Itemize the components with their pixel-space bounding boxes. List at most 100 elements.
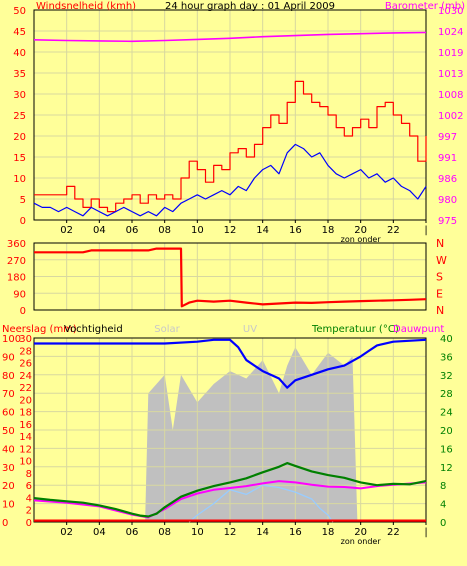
- rain-ytick-label: 22: [19, 383, 32, 394]
- wind-ytick-label: 25: [13, 111, 26, 122]
- compass-ytick-label: E: [436, 287, 443, 300]
- humidity-ytick-label: 60: [2, 408, 15, 419]
- wind-panel-xtick-label: 14: [256, 225, 269, 236]
- rain-ytick-label: 28: [19, 346, 32, 357]
- compass-ytick-label: N: [436, 304, 444, 317]
- wind-panel-xtick-label: 08: [158, 225, 171, 236]
- direction-ytick-label: 90: [13, 289, 26, 300]
- rain-ytick-label: 10: [19, 457, 32, 468]
- rain-ytick-label: 8: [26, 469, 32, 480]
- barometer-ytick-label: 1013: [438, 69, 463, 80]
- barometer-ytick-label: 986: [438, 174, 457, 185]
- temperature-ytick-label: 40: [440, 334, 453, 345]
- wind-panel-xtick-label: 22: [387, 225, 400, 236]
- direction-panel-frame: [33, 242, 427, 311]
- wind-panel-xtick-label: 18: [322, 225, 335, 236]
- wind-ytick-label: 30: [13, 90, 26, 101]
- barometer-ytick-label: 997: [438, 132, 457, 143]
- gust-line: [34, 80, 427, 213]
- rain-ytick-label: 4: [26, 493, 32, 504]
- temperature-ytick-label: 0: [440, 518, 446, 529]
- sunset-label: zon onder: [341, 235, 382, 244]
- humidity-line: [34, 338, 427, 389]
- temperature-ytick-label: 16: [440, 444, 453, 455]
- rain-ytick-label: 16: [19, 420, 32, 431]
- temperature-ytick-label: 20: [440, 426, 453, 437]
- rain-ytick-label: 24: [19, 371, 32, 382]
- temperature-line: [33, 462, 427, 518]
- humidity-ytick-label: 40: [2, 444, 15, 455]
- rain-ytick-label: 20: [19, 395, 32, 406]
- wind-panel-xtick-label: 20: [354, 225, 367, 236]
- bottom-panel-legend-label: Dauwpunt: [393, 324, 444, 335]
- wind-ytick-label: 35: [13, 69, 26, 80]
- barometer-axis-title: Barometer (mb): [385, 1, 465, 12]
- wind-ytick-label: 40: [13, 48, 26, 59]
- bottom-panel-legend-label: Vochtigheid: [64, 324, 123, 335]
- sunset-label-bottom: zon onder: [341, 537, 382, 546]
- wind-panel-xtick-label: 12: [224, 225, 237, 236]
- humidity-ytick-label: 80: [2, 371, 15, 382]
- rain-ytick-label: 0: [26, 518, 32, 529]
- rain-ytick-label: 14: [19, 432, 32, 443]
- humidity-ytick-label: 30: [2, 463, 15, 474]
- rain-ytick-label: 18: [19, 408, 32, 419]
- bottom-panel-legend-label: Temperatuur (°C): [311, 324, 399, 335]
- barometer-ytick-label: 1019: [438, 48, 463, 59]
- humidity-panel-xtick-label: 02: [60, 527, 73, 538]
- humidity-ytick-label: 90: [2, 352, 15, 363]
- humidity-panel-xtick-label: 12: [224, 527, 237, 538]
- barometer-ytick-label: 975: [438, 216, 457, 227]
- humidity-ytick-label: 20: [2, 481, 15, 492]
- direction-ytick-label: 0: [20, 306, 26, 317]
- temperature-ytick-label: 12: [440, 463, 453, 474]
- humidity-panel-xtick-label: 18: [322, 527, 335, 538]
- humidity-ytick-label: 0: [2, 518, 8, 529]
- temperature-ytick-label: 28: [440, 389, 453, 400]
- temperature-ytick-label: 32: [440, 371, 453, 382]
- humidity-panel-xtick-label: 22: [387, 527, 400, 538]
- chart-title: 24 hour graph day : 01 April 2009: [165, 1, 335, 12]
- temperature-ytick-label: 24: [440, 408, 453, 419]
- humidity-panel-xtick-label: 16: [289, 527, 302, 538]
- humidity-ytick-label: 100: [2, 334, 21, 345]
- wind-panel-xtick-label: 04: [93, 225, 106, 236]
- temperature-ytick-label: 4: [440, 500, 446, 511]
- barometer-ytick-label: 980: [438, 195, 457, 206]
- wind-line: [33, 143, 427, 217]
- humidity-ytick-label: 10: [2, 500, 15, 511]
- temperature-ytick-label: 36: [440, 352, 453, 363]
- direction-ytick-label: 360: [7, 239, 26, 250]
- barometer-ytick-label: 1008: [438, 90, 463, 101]
- direction-ytick-label: 180: [7, 273, 26, 284]
- wind-panel-xtick-label: 02: [60, 225, 73, 236]
- wind-ytick-label: 5: [20, 195, 26, 206]
- compass-ytick-label: W: [436, 254, 447, 267]
- bottom-panel-legend-label: UV: [243, 324, 257, 335]
- wind-axis-title: Windsnelheid (kmh): [36, 1, 136, 12]
- humidity-ytick-label: 50: [2, 426, 15, 437]
- rain-ytick-label: 12: [19, 444, 32, 455]
- humidity-panel-xtick-label: 06: [126, 527, 139, 538]
- apparent-line: [188, 484, 334, 523]
- humidity-panel-xtick-label: 10: [191, 527, 204, 538]
- solar-area: [145, 347, 358, 522]
- wind-panel-xtick-label: 10: [191, 225, 204, 236]
- rain-ytick-label: 6: [26, 481, 32, 492]
- wind-ytick-label: 0: [20, 216, 26, 227]
- compass-ytick-label: N: [436, 237, 444, 250]
- direction-line: [34, 247, 427, 308]
- bottom-panel-legend-label: Neerslag (mm): [2, 324, 77, 335]
- barometer-ytick-label: 1024: [438, 27, 463, 38]
- wind-ytick-label: 50: [13, 6, 26, 17]
- direction-ytick-label: 270: [7, 256, 26, 267]
- barometer-ytick-label: 1002: [438, 111, 463, 122]
- rain-ytick-label: 2: [26, 506, 32, 517]
- barometer-ytick-label: 1030: [438, 6, 463, 17]
- humidity-panel-xtick-label: 08: [158, 527, 171, 538]
- rain-ytick-label: 26: [19, 359, 32, 370]
- wind-ytick-label: 20: [13, 132, 26, 143]
- pressure-line: [33, 31, 427, 43]
- barometer-ytick-label: 991: [438, 153, 457, 164]
